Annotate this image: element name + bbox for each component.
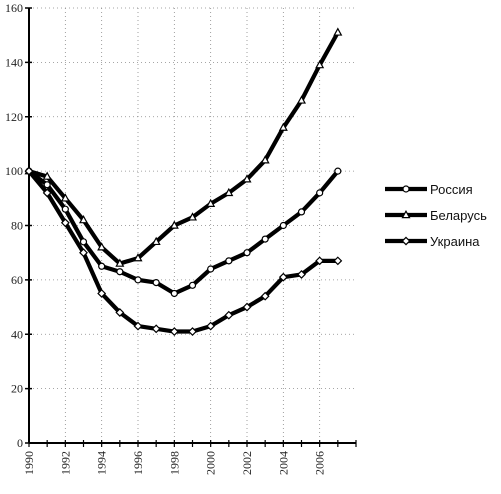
data-point bbox=[297, 269, 306, 279]
legend-marker bbox=[401, 209, 411, 219]
data-point bbox=[79, 238, 88, 246]
x-tick-label: 2004 bbox=[276, 451, 290, 475]
data-point bbox=[225, 257, 233, 265]
series-line bbox=[26, 30, 340, 266]
legend-label: Украина bbox=[430, 234, 480, 249]
y-tick-label: 120 bbox=[5, 110, 23, 124]
grid bbox=[29, 7, 356, 443]
series-line bbox=[26, 169, 340, 334]
data-point bbox=[134, 276, 142, 284]
data-point bbox=[115, 258, 125, 267]
data-point bbox=[187, 212, 198, 221]
data-point bbox=[60, 193, 70, 202]
x-tick-label: 1990 bbox=[22, 451, 36, 475]
y-axis-ticks: 0 20 40 60 80 100 120 140 160 bbox=[5, 1, 32, 450]
legend-label: Россия bbox=[430, 182, 473, 197]
legend-marker bbox=[401, 236, 411, 246]
x-axis-ticks: 1990 1992 1994 1996 1998 2000 2002 2004 2006 bbox=[22, 440, 357, 475]
data-point bbox=[297, 208, 306, 216]
data-point bbox=[97, 289, 107, 298]
data-point bbox=[151, 324, 161, 334]
y-tick-label: 160 bbox=[5, 1, 23, 15]
data-point bbox=[206, 321, 216, 331]
legend-marker bbox=[402, 185, 410, 193]
data-point bbox=[115, 308, 125, 317]
legend-item: Россия bbox=[385, 182, 473, 197]
data-point bbox=[78, 215, 89, 224]
x-tick-label: 2002 bbox=[240, 451, 254, 475]
data-point bbox=[260, 155, 270, 164]
y-tick-label: 80 bbox=[11, 219, 23, 233]
x-tick-label: 2000 bbox=[204, 451, 218, 475]
series-2 bbox=[24, 27, 343, 267]
data-point bbox=[116, 268, 124, 276]
data-point bbox=[315, 60, 325, 69]
data-point bbox=[61, 205, 69, 213]
data-point bbox=[315, 256, 325, 266]
axes bbox=[28, 8, 356, 444]
x-tick-label: 1994 bbox=[95, 451, 109, 475]
data-point bbox=[42, 171, 52, 180]
data-point bbox=[207, 265, 215, 273]
data-point bbox=[261, 235, 269, 243]
data-point bbox=[334, 167, 342, 175]
data-point bbox=[243, 249, 251, 257]
data-point bbox=[278, 272, 288, 282]
data-point bbox=[260, 291, 270, 301]
x-tick-label: 1992 bbox=[58, 451, 72, 475]
data-point bbox=[169, 220, 179, 229]
data-point bbox=[242, 302, 252, 312]
data-point bbox=[152, 278, 160, 287]
data-point bbox=[278, 122, 288, 131]
x-tick-label: 1996 bbox=[131, 451, 145, 475]
data-point bbox=[79, 248, 88, 258]
data-point bbox=[333, 256, 343, 266]
y-tick-label: 40 bbox=[11, 327, 23, 341]
data-point bbox=[133, 321, 143, 331]
y-tick-label: 140 bbox=[5, 55, 23, 69]
data-point bbox=[151, 236, 161, 246]
data-point bbox=[224, 310, 234, 320]
y-tick-label: 100 bbox=[5, 164, 23, 178]
data-point bbox=[242, 174, 252, 183]
data-point bbox=[60, 218, 70, 228]
x-tick-label: 1998 bbox=[167, 451, 181, 475]
y-tick-label: 0 bbox=[17, 436, 23, 450]
data-point bbox=[188, 281, 197, 289]
data-point bbox=[296, 95, 307, 104]
data-point bbox=[97, 242, 107, 251]
data-point bbox=[42, 188, 52, 198]
data-point bbox=[333, 27, 343, 36]
data-point bbox=[224, 187, 234, 197]
legend-item: Беларусь bbox=[385, 208, 487, 223]
legend-label: Беларусь bbox=[430, 208, 487, 223]
series-line bbox=[26, 169, 340, 296]
data-point bbox=[133, 253, 143, 262]
y-tick-label: 20 bbox=[11, 382, 23, 396]
legend-item: Украина bbox=[385, 234, 480, 249]
data-point bbox=[24, 166, 34, 176]
data-point bbox=[188, 327, 197, 336]
data-point bbox=[279, 221, 287, 230]
x-tick-label: 2006 bbox=[313, 451, 327, 475]
legend: Россия Беларусь Украина bbox=[385, 182, 487, 249]
data-point bbox=[43, 181, 51, 189]
data-point bbox=[169, 327, 179, 336]
data-point bbox=[170, 289, 178, 298]
series bbox=[24, 27, 343, 336]
data-point bbox=[316, 189, 324, 197]
data-point bbox=[206, 198, 216, 207]
data-point bbox=[98, 262, 106, 270]
y-tick-label: 60 bbox=[11, 273, 23, 287]
series-3 bbox=[24, 166, 343, 336]
